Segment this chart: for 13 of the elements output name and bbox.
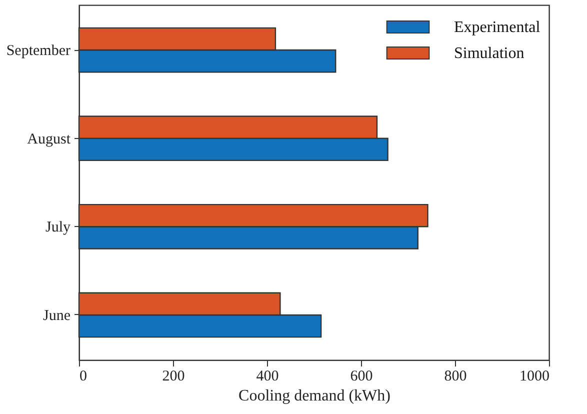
x-axis-title: Cooling demand (kWh) (238, 388, 390, 404)
y-tick-label: June (43, 308, 71, 324)
x-tick-label: 1000 (520, 368, 550, 384)
legend-label: Simulation (454, 45, 524, 62)
x-tick-label: 0 (80, 368, 87, 384)
x-tick-label: 200 (162, 368, 185, 384)
x-tick-label: 800 (444, 368, 467, 384)
y-tick-label: July (45, 220, 71, 236)
legend-label: Experimental (454, 19, 541, 36)
y-tick-label: August (27, 131, 72, 148)
y-tick-label: September (6, 43, 70, 60)
x-tick-label: 400 (256, 368, 279, 384)
x-tick-label: 600 (350, 368, 373, 384)
